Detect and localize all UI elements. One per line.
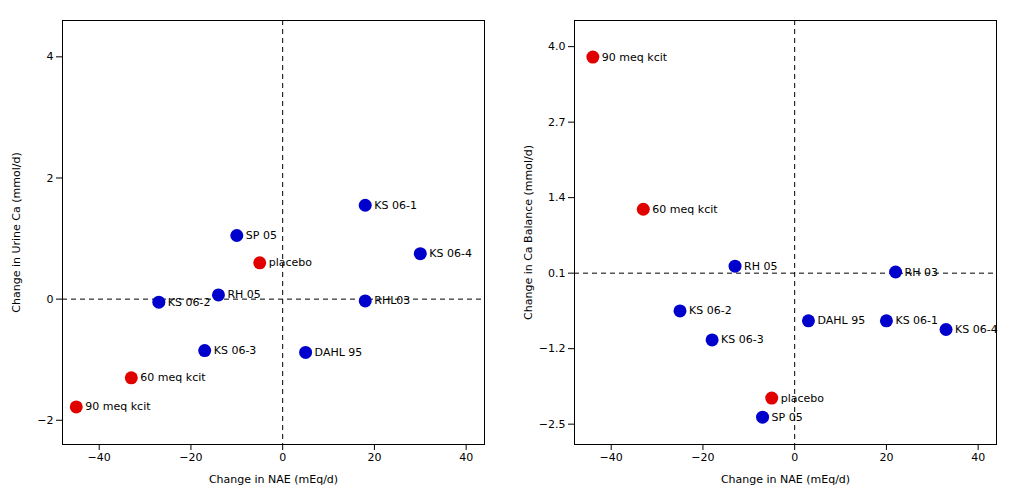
svg-text:−40: −40 bbox=[600, 451, 623, 464]
svg-text:KS 06-2: KS 06-2 bbox=[689, 304, 732, 317]
svg-text:RHL03: RHL03 bbox=[374, 294, 410, 307]
svg-text:KS 06-4: KS 06-4 bbox=[429, 247, 472, 260]
svg-text:1.4: 1.4 bbox=[548, 191, 566, 204]
svg-text:90 meq kcit: 90 meq kcit bbox=[85, 400, 151, 413]
svg-text:Change in NAE (mEq/d): Change in NAE (mEq/d) bbox=[721, 473, 850, 486]
svg-text:KS 06-1: KS 06-1 bbox=[374, 199, 417, 212]
svg-text:−20: −20 bbox=[691, 451, 714, 464]
svg-text:KS 06-4: KS 06-4 bbox=[955, 323, 998, 336]
svg-text:60 meq kcit: 60 meq kcit bbox=[140, 371, 206, 384]
svg-text:20: 20 bbox=[879, 451, 893, 464]
svg-text:0: 0 bbox=[279, 451, 286, 464]
svg-text:0: 0 bbox=[791, 451, 798, 464]
svg-text:90 meq kcit: 90 meq kcit bbox=[602, 51, 668, 64]
svg-text:40: 40 bbox=[459, 451, 473, 464]
svg-text:RH 05: RH 05 bbox=[227, 288, 260, 301]
svg-text:KS 06-3: KS 06-3 bbox=[214, 344, 257, 357]
svg-text:−2: −2 bbox=[37, 414, 53, 427]
svg-text:SP 05: SP 05 bbox=[772, 411, 803, 424]
svg-text:2.7: 2.7 bbox=[548, 116, 566, 129]
svg-text:−40: −40 bbox=[88, 451, 111, 464]
svg-text:RH 05: RH 05 bbox=[744, 260, 777, 273]
svg-text:−2.5: −2.5 bbox=[539, 418, 566, 431]
svg-text:RH 03: RH 03 bbox=[905, 266, 938, 279]
svg-text:Change in NAE (mEq/d): Change in NAE (mEq/d) bbox=[209, 473, 338, 486]
svg-text:40: 40 bbox=[971, 451, 985, 464]
svg-text:4.0: 4.0 bbox=[548, 40, 566, 53]
svg-text:Change in Urine Ca (mmol/d): Change in Urine Ca (mmol/d) bbox=[10, 152, 23, 312]
svg-text:−1.2: −1.2 bbox=[539, 342, 566, 355]
svg-text:4: 4 bbox=[47, 50, 54, 63]
svg-text:60 meq kcit: 60 meq kcit bbox=[652, 203, 718, 216]
svg-text:KS 06-2: KS 06-2 bbox=[168, 296, 211, 309]
svg-text:2: 2 bbox=[47, 172, 54, 185]
svg-text:placebo: placebo bbox=[269, 256, 313, 269]
svg-text:SP 05: SP 05 bbox=[246, 229, 277, 242]
svg-text:DAHL 95: DAHL 95 bbox=[817, 314, 865, 327]
svg-text:0.1: 0.1 bbox=[548, 267, 566, 280]
svg-text:Change in Ca Balance (mmol/d): Change in Ca Balance (mmol/d) bbox=[522, 145, 535, 320]
svg-text:KS 06-3: KS 06-3 bbox=[721, 333, 764, 346]
svg-text:placebo: placebo bbox=[781, 392, 825, 405]
svg-text:20: 20 bbox=[367, 451, 381, 464]
svg-text:−20: −20 bbox=[179, 451, 202, 464]
svg-text:DAHL 95: DAHL 95 bbox=[315, 346, 363, 359]
svg-text:0: 0 bbox=[47, 293, 54, 306]
svg-text:KS 06-1: KS 06-1 bbox=[895, 314, 938, 327]
